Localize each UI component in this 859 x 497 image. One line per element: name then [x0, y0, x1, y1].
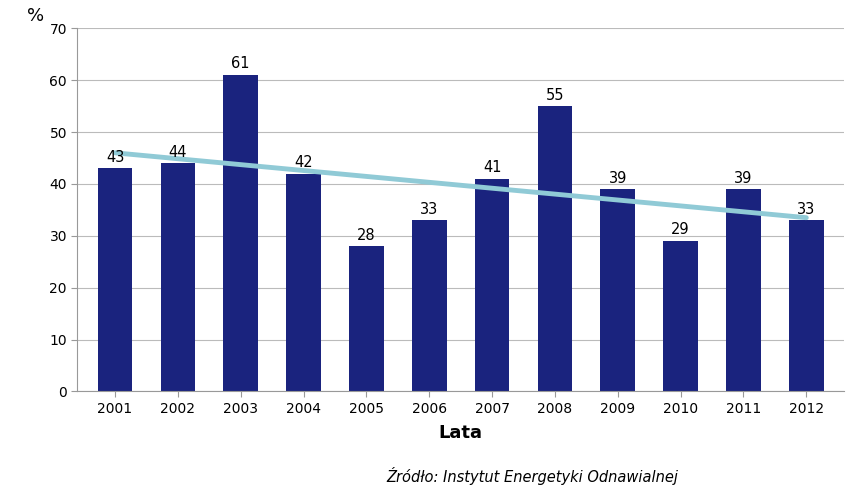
Bar	[538, 106, 572, 392]
Bar	[98, 168, 132, 392]
Text: 29: 29	[671, 222, 690, 238]
Bar	[412, 220, 447, 392]
Y-axis label: %: %	[27, 6, 44, 25]
Text: 33: 33	[797, 202, 815, 217]
Text: 43: 43	[106, 150, 125, 165]
Bar	[663, 241, 698, 392]
Bar	[349, 246, 384, 392]
Bar	[475, 179, 509, 392]
Text: 61: 61	[231, 56, 250, 72]
Text: 39: 39	[734, 170, 752, 185]
Text: 42: 42	[295, 155, 313, 170]
Bar	[286, 173, 321, 392]
Bar	[600, 189, 635, 392]
Bar	[161, 163, 195, 392]
Text: 39: 39	[608, 170, 627, 185]
Text: 28: 28	[357, 228, 375, 243]
Text: Źródło: Instytut Energetyki Odnawialnej: Źródło: Instytut Energetyki Odnawialnej	[387, 467, 679, 485]
Bar	[223, 75, 258, 392]
Text: 33: 33	[420, 202, 438, 217]
Bar	[789, 220, 824, 392]
Bar	[726, 189, 761, 392]
Text: 41: 41	[483, 160, 502, 175]
X-axis label: Lata: Lata	[439, 424, 483, 442]
Text: 44: 44	[168, 145, 187, 160]
Text: 55: 55	[545, 87, 564, 102]
